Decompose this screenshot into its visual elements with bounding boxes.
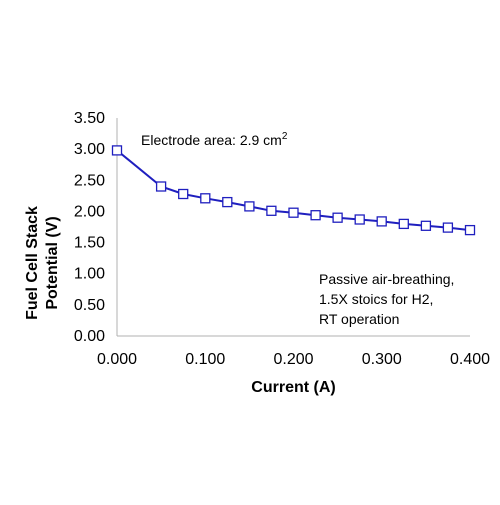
data-point-marker (398, 218, 409, 230)
x-tick-label: 0.400 (450, 351, 490, 368)
data-point-marker (464, 224, 476, 236)
series-layer (111, 145, 476, 236)
x-tick-label: 0.200 (273, 351, 313, 368)
y-tick-label: 1.50 (74, 235, 105, 252)
y-tick-label: 3.50 (74, 110, 105, 127)
data-point-marker (222, 196, 233, 208)
data-point-marker (376, 216, 387, 227)
y-tick-labels: 0.00 0.50 1.00 1.50 2.00 2.50 3.00 3.50 (74, 110, 105, 345)
y-tick-label: 2.00 (74, 203, 105, 220)
x-tick-labels: 0.000 0.100 0.200 0.300 0.400 (97, 351, 490, 368)
data-point-marker (178, 188, 189, 200)
data-point-marker (155, 181, 167, 192)
x-axis-title: Current (A) (251, 379, 335, 396)
x-tick-label: 0.100 (185, 351, 225, 368)
y-tick-label: 0.50 (74, 297, 105, 314)
y-axis-title-line-2: Potential (V) (44, 216, 61, 309)
data-point-marker (420, 220, 432, 231)
conditions-line-1: Passive air-breathing, (319, 271, 454, 287)
data-point-marker (442, 222, 454, 233)
y-tick-label: 1.00 (74, 266, 105, 283)
y-tick-label: 3.00 (74, 141, 105, 158)
y-tick-label: 0.00 (74, 328, 105, 345)
electrode-area-superscript: 2 (282, 131, 288, 142)
electrode-area-text: Electrode area: 2.9 cm (141, 132, 282, 148)
data-point-marker (244, 201, 255, 212)
data-point-marker (354, 214, 365, 225)
conditions-line-2: 1.5X stoics for H2, (319, 291, 433, 307)
data-point-marker (332, 212, 343, 223)
x-tick-label: 0.000 (97, 351, 137, 368)
data-point-marker (111, 145, 123, 156)
data-point-marker (200, 193, 211, 204)
conditions-line-3: RT operation (319, 311, 399, 327)
series-line (116, 149, 471, 232)
y-tick-label: 2.50 (74, 172, 105, 189)
conditions-annotation: Passive air-breathing, 1.5X stoics for H… (319, 271, 454, 327)
x-tick-label: 0.300 (362, 351, 402, 368)
y-axis-title: Fuel Cell Stack Potential (V) (24, 206, 61, 320)
y-axis-title-line-1: Fuel Cell Stack (24, 206, 41, 320)
data-point-marker (266, 205, 277, 216)
data-point-marker (310, 210, 321, 221)
electrode-area-annotation: Electrode area: 2.9 cm2 (141, 131, 288, 148)
data-point-marker (288, 207, 299, 218)
